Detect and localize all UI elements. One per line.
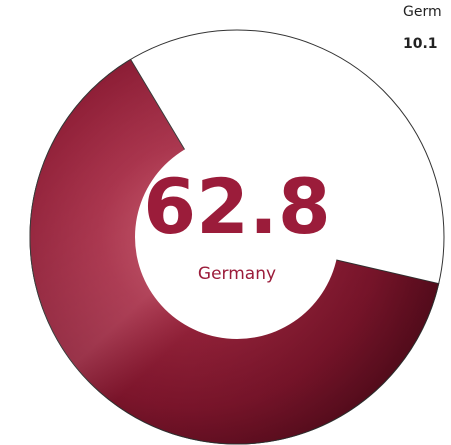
- side-value: 10.1: [403, 36, 438, 52]
- side-label: Germ: [403, 4, 442, 20]
- center-label: Germany: [198, 264, 276, 284]
- donut-hole: [135, 135, 339, 339]
- center-value: 62.8: [143, 162, 331, 251]
